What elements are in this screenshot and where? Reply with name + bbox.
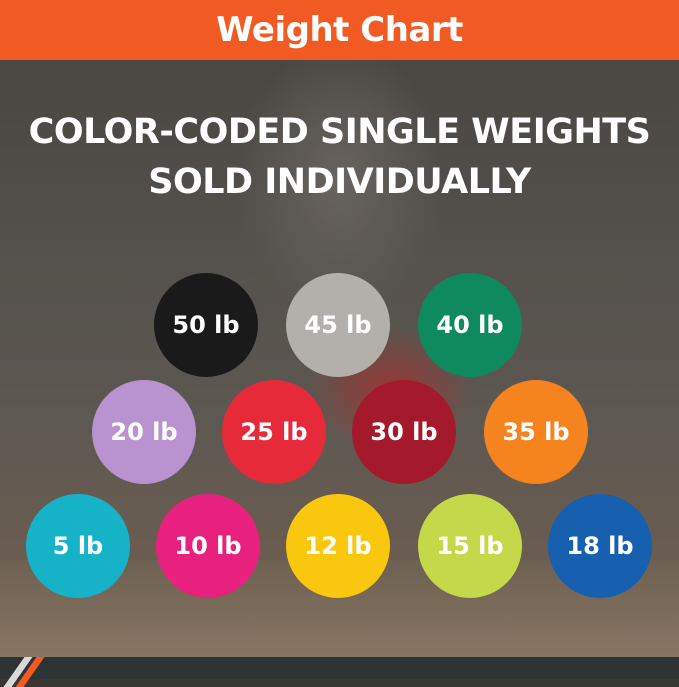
headline-line-1: COLOR-CODED SINGLE WEIGHTS	[28, 112, 651, 152]
weight-label: 5 lb	[52, 532, 104, 560]
weight-circle: 18 lb	[548, 494, 652, 598]
weight-label: 50 lb	[172, 311, 240, 339]
weight-circle: 35 lb	[484, 380, 588, 484]
weight-circle: 20 lb	[92, 380, 196, 484]
weight-label: 45 lb	[304, 311, 372, 339]
weight-label: 25 lb	[240, 418, 308, 446]
header-title: Weight Chart	[216, 10, 463, 50]
weight-label: 20 lb	[110, 418, 178, 446]
weight-label: 35 lb	[502, 418, 570, 446]
weight-circle: 25 lb	[222, 380, 326, 484]
footer-bar	[0, 657, 679, 679]
weight-label: 15 lb	[436, 532, 504, 560]
weight-circle: 15 lb	[418, 494, 522, 598]
weight-circle: 50 lb	[154, 273, 258, 377]
weight-circle: 10 lb	[156, 494, 260, 598]
weight-label: 40 lb	[436, 311, 504, 339]
header-banner: Weight Chart	[0, 0, 679, 60]
weight-label: 30 lb	[370, 418, 438, 446]
weight-label: 18 lb	[566, 532, 634, 560]
weight-circle: 30 lb	[352, 380, 456, 484]
weight-circle: 40 lb	[418, 273, 522, 377]
weight-circle: 12 lb	[286, 494, 390, 598]
headline-line-2: SOLD INDIVIDUALLY	[148, 162, 531, 202]
weight-circle: 5 lb	[26, 494, 130, 598]
weight-label: 10 lb	[174, 532, 242, 560]
weight-circle: 45 lb	[286, 273, 390, 377]
weight-label: 12 lb	[304, 532, 372, 560]
